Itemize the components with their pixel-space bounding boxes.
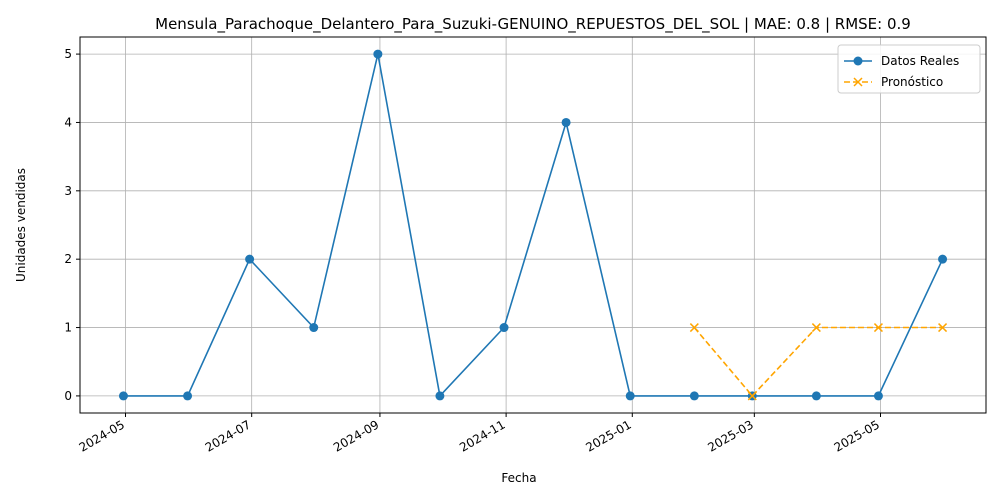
x-tick-label: 2025-01 xyxy=(583,417,633,454)
legend-box xyxy=(837,44,981,94)
x-tick-label: 2025-05 xyxy=(832,417,882,454)
data-point xyxy=(689,323,699,333)
series-line xyxy=(123,53,944,398)
chart-title: Mensula_Parachoque_Delantero_Para_Suzuki… xyxy=(155,15,911,34)
x-tick-label: 2024-07 xyxy=(203,417,253,454)
y-axis: 0 1 2 3 4 5 xyxy=(64,47,80,403)
series-forecast xyxy=(689,323,948,401)
data-point xyxy=(938,254,948,264)
data-point xyxy=(873,323,883,333)
y-tick-label: 4 xyxy=(64,115,72,129)
y-axis-label: Unidades vendidas xyxy=(14,168,28,282)
x-axis-label: Fecha xyxy=(501,471,536,485)
data-point xyxy=(561,117,571,127)
data-point xyxy=(245,254,255,264)
data-point xyxy=(873,391,883,401)
series-layer xyxy=(118,49,948,401)
grid xyxy=(80,37,986,413)
data-point xyxy=(435,391,445,401)
data-point xyxy=(183,391,193,401)
data-point xyxy=(811,391,821,401)
data-point xyxy=(747,391,757,401)
data-point xyxy=(309,323,319,333)
legend-marker xyxy=(853,77,863,87)
legend-marker xyxy=(853,56,863,66)
x-tick-label: 2024-05 xyxy=(77,417,127,454)
data-point xyxy=(499,323,509,333)
x-tick-label: 2024-11 xyxy=(457,417,507,454)
plot-frame xyxy=(79,36,987,414)
x-tick-label: 2024-09 xyxy=(331,417,381,454)
y-tick-label: 2 xyxy=(64,252,72,266)
series-actual xyxy=(118,49,948,401)
y-tick-label: 3 xyxy=(64,184,72,198)
data-point xyxy=(938,323,948,333)
data-point xyxy=(373,49,383,59)
x-tick-label: 2025-03 xyxy=(705,417,755,454)
data-point xyxy=(689,391,699,401)
y-tick-label: 5 xyxy=(64,47,72,61)
data-point xyxy=(811,323,821,333)
x-axis: 2024-05 2024-07 2024-09 2024-11 2025-01 2025-… xyxy=(77,413,882,455)
legend-label: Pronóstico xyxy=(881,75,943,89)
y-tick-label: 0 xyxy=(64,389,72,403)
data-point xyxy=(625,391,635,401)
data-point xyxy=(118,391,128,401)
legend-label: Datos Reales xyxy=(881,54,959,68)
y-tick-label: 1 xyxy=(64,321,72,335)
legend: Datos Reales Pronóstico xyxy=(837,44,981,94)
